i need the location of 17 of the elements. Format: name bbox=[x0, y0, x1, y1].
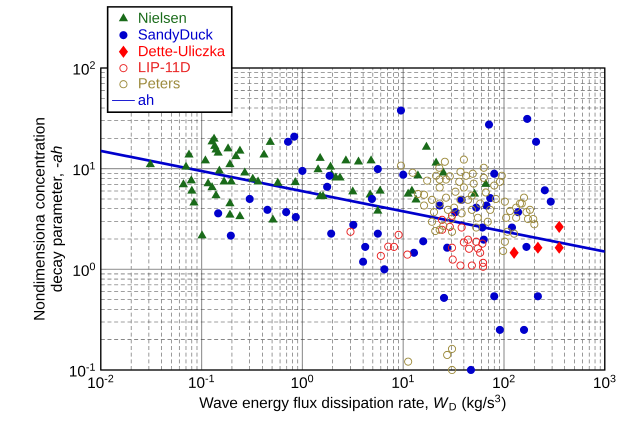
x-tick-label: 10$^{-2}$ bbox=[88, 374, 114, 388]
y-tick-label: 10$^{-1}$ bbox=[70, 363, 95, 377]
text: LIP-11D bbox=[139, 62, 190, 72]
x-axis-title: Wave energy flux dissipation rate, W$_{D}$ (kg/s$^{3}$) bbox=[199, 394, 506, 412]
x-tick-label: 10$^{-1}$ bbox=[189, 374, 214, 388]
x-tick-label: 10$^{0}$ bbox=[292, 374, 314, 388]
legend-label: Nielsen bbox=[139, 12, 186, 23]
legend-label: ah bbox=[138, 94, 154, 106]
legend-label: SandyDuck bbox=[138, 28, 213, 42]
x-tick-label: 10$^{2}$ bbox=[493, 374, 515, 388]
x-tick-label: 10$^{1}$ bbox=[392, 374, 414, 388]
legend-label: Peters bbox=[139, 78, 180, 88]
y-tick-label: 10$^{1}$ bbox=[74, 162, 95, 176]
legend-label: Dette-Uliczka bbox=[139, 45, 226, 56]
y-tick-label: 10$^{0}$ bbox=[74, 262, 95, 276]
y-tick-label: 10$^{2}$ bbox=[74, 61, 95, 75]
x-tick-label: 10$^{3}$ bbox=[594, 374, 616, 388]
